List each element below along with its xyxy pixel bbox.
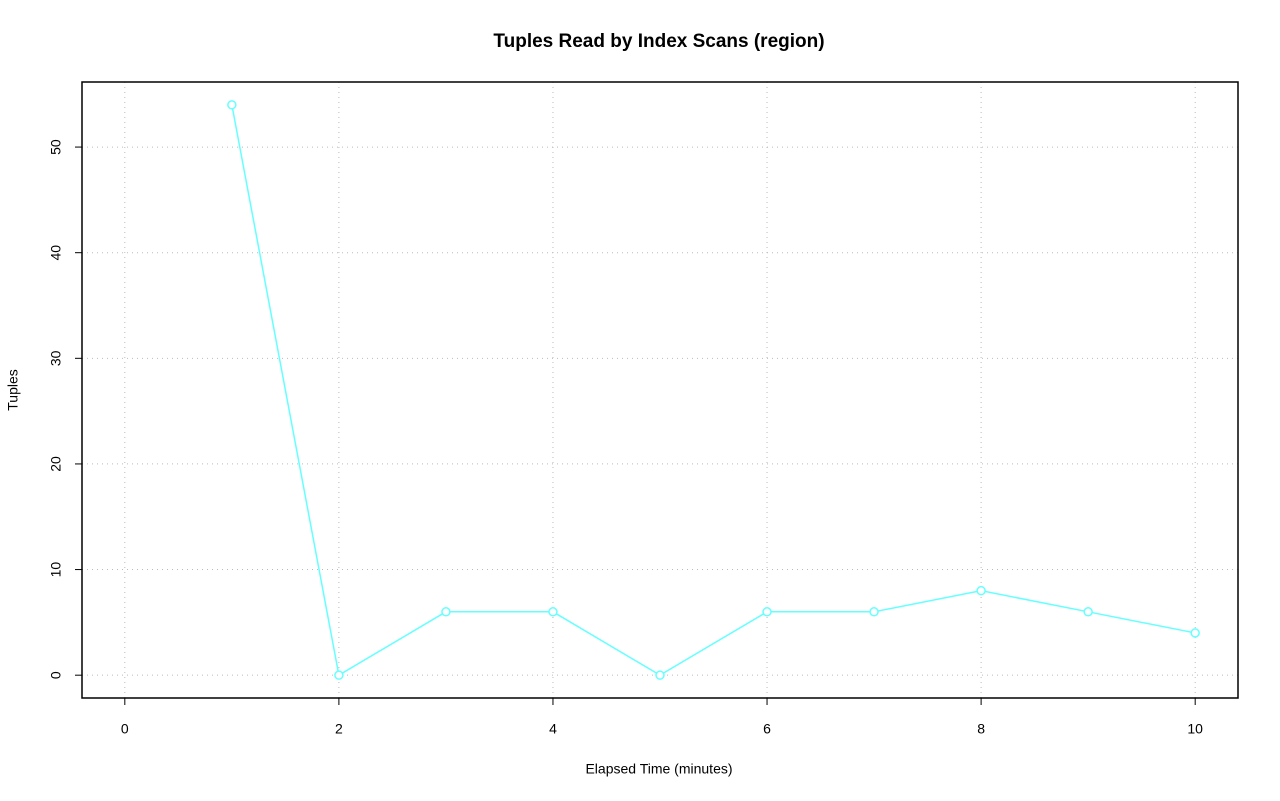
data-point <box>227 100 237 110</box>
y-tick-label: 20 <box>48 456 64 472</box>
y-tick-label: 50 <box>48 139 64 155</box>
chart-title: Tuples Read by Index Scans (region) <box>493 31 824 52</box>
x-tick-label: 4 <box>549 721 557 737</box>
y-tick-label: 40 <box>48 245 64 261</box>
x-axis-label: Elapsed Time (minutes) <box>585 761 732 777</box>
data-point <box>1083 607 1093 617</box>
data-line <box>231 104 1196 677</box>
data-point <box>548 607 558 617</box>
y-axis-label: Tuples <box>5 369 21 411</box>
data-point <box>976 585 986 596</box>
x-tick-label: 10 <box>1187 721 1203 737</box>
x-tick-label: 6 <box>763 721 771 737</box>
data-point <box>762 607 772 617</box>
y-tick-label: 0 <box>48 671 64 679</box>
x-tick-label: 2 <box>335 721 343 737</box>
data-point <box>1190 628 1200 638</box>
y-tick-label: 30 <box>48 350 64 366</box>
data-point <box>869 607 879 617</box>
data-point <box>655 670 665 680</box>
data-point <box>334 670 344 680</box>
y-tick-label: 10 <box>48 562 64 578</box>
plot-frame <box>81 81 1239 699</box>
x-tick-label: 8 <box>977 721 985 737</box>
data-point <box>441 607 451 617</box>
x-tick-label: 0 <box>121 721 129 737</box>
